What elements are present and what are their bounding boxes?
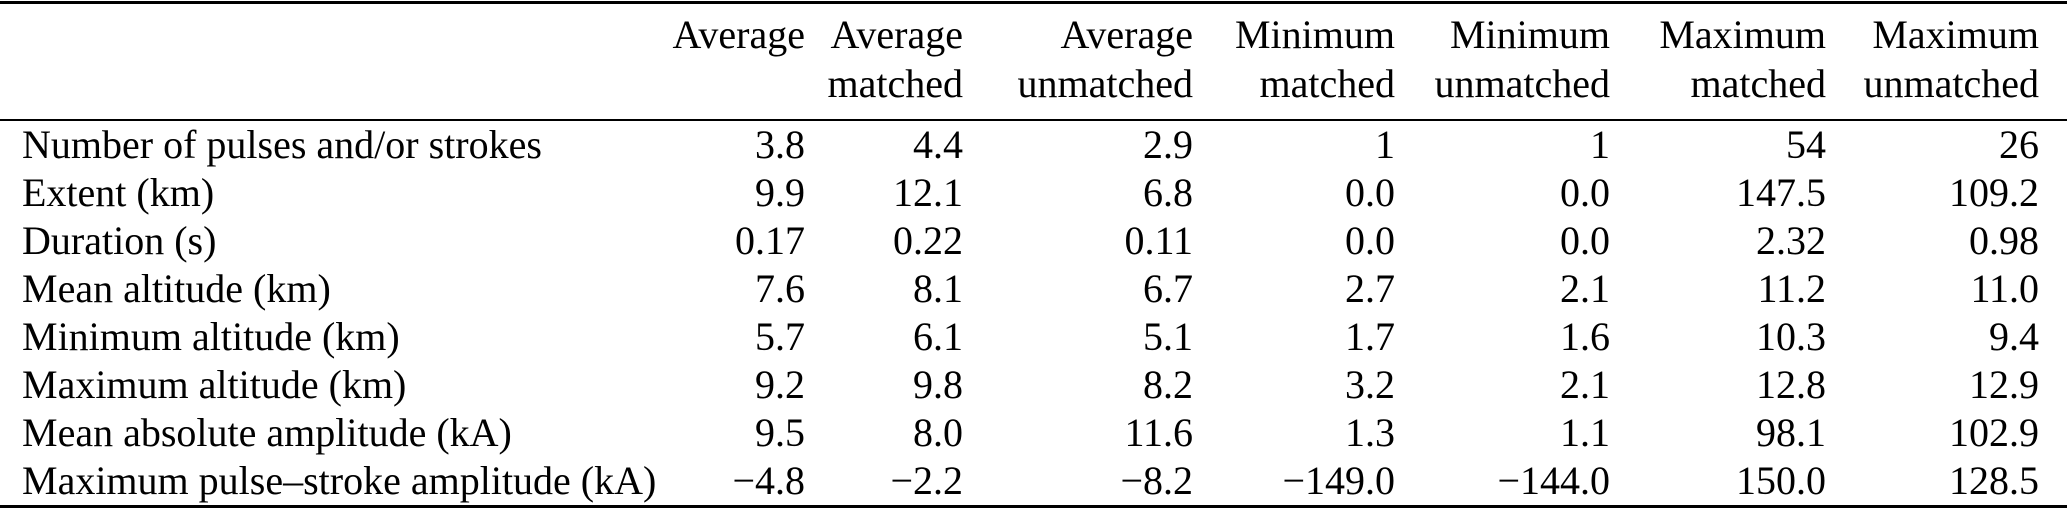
cell-value: 9.5 — [755, 410, 805, 455]
cell-value: 9.2 — [755, 362, 805, 407]
column-header-label: Minimum — [1449, 12, 1610, 57]
cell-value: 2.32 — [1756, 218, 1826, 263]
cell-value: 8.0 — [913, 410, 963, 455]
cell-value: 5.1 — [1143, 314, 1193, 359]
cell-value: 5.7 — [755, 314, 805, 359]
cell-value: 0.98 — [1969, 218, 2039, 263]
cell-value: 0.17 — [735, 218, 805, 263]
cell-value: 7.6 — [755, 266, 805, 311]
column-header-label: Minimum — [1234, 12, 1395, 57]
table-row: Extent (km) 9.9 12.1 6.8 0.0 0.0 147.5 1… — [0, 169, 2067, 217]
cell-value: 0.0 — [1560, 170, 1610, 215]
table-row: Duration (s) 0.17 0.22 0.11 0.0 0.0 2.32… — [0, 217, 2067, 265]
table-row: Minimum altitude (km) 5.7 6.1 5.1 1.7 1.… — [0, 313, 2067, 361]
column-header-label: unmatched — [1017, 61, 1194, 106]
column-header-label: Maximum — [1872, 12, 2039, 57]
column-header-label: Average — [672, 12, 806, 57]
cell-value: 12.9 — [1969, 362, 2039, 407]
table-header: Average Average matched Average unmatche… — [0, 3, 2067, 121]
cell-value: 6.7 — [1143, 266, 1193, 311]
column-header-label: Average — [1060, 12, 1194, 57]
row-label: Mean absolute amplitude (kA) — [22, 410, 512, 455]
cell-value: 98.1 — [1756, 410, 1826, 455]
cell-value: 6.8 — [1143, 170, 1193, 215]
table-row: Maximum pulse–stroke amplitude (kA) −4.8… — [0, 457, 2067, 507]
cell-value: −144.0 — [1497, 458, 1610, 503]
cell-value: 1.3 — [1345, 410, 1395, 455]
header-spacer — [0, 3, 610, 121]
cell-value: 128.5 — [1949, 458, 2039, 503]
row-label: Number of pulses and/or strokes — [22, 122, 542, 167]
column-header-label — [610, 59, 805, 108]
cell-value: 10.3 — [1756, 314, 1826, 359]
cell-value: 54 — [1786, 122, 1826, 167]
cell-value: 1 — [1590, 122, 1610, 167]
cell-value: 1.1 — [1560, 410, 1610, 455]
cell-value: 3.2 — [1345, 362, 1395, 407]
row-label: Extent (km) — [22, 170, 215, 215]
table-row: Number of pulses and/or strokes 3.8 4.4 … — [0, 120, 2067, 169]
cell-value: 102.9 — [1949, 410, 2039, 455]
cell-value: 6.1 — [913, 314, 963, 359]
cell-value: 11.6 — [1124, 410, 1193, 455]
cell-value: 2.9 — [1143, 122, 1193, 167]
column-header-label: Average — [830, 12, 964, 57]
column-header-label: matched — [1690, 61, 1827, 106]
table-body: Number of pulses and/or strokes 3.8 4.4 … — [0, 120, 2067, 507]
cell-value: −8.2 — [1120, 458, 1193, 503]
cell-value: 2.7 — [1345, 266, 1395, 311]
column-header-maximum-unmatched: Maximum unmatched — [1826, 3, 2067, 121]
column-header-label: matched — [1259, 61, 1396, 106]
cell-value: −149.0 — [1282, 458, 1395, 503]
column-header-label: unmatched — [1434, 61, 1611, 106]
cell-value: 0.22 — [893, 218, 963, 263]
cell-value: 3.8 — [755, 122, 805, 167]
cell-value: 26 — [1999, 122, 2039, 167]
column-header-minimum-unmatched: Minimum unmatched — [1395, 3, 1611, 121]
cell-value: 12.8 — [1756, 362, 1826, 407]
cell-value: 0.0 — [1345, 218, 1395, 263]
column-header-average-unmatched: Average unmatched — [963, 3, 1194, 121]
cell-value: −2.2 — [890, 458, 963, 503]
cell-value: 9.8 — [913, 362, 963, 407]
cell-value: 2.1 — [1560, 266, 1610, 311]
cell-value: 0.0 — [1560, 218, 1610, 263]
cell-value: 1.6 — [1560, 314, 1610, 359]
cell-value: 2.1 — [1560, 362, 1610, 407]
cell-value: 11.0 — [1970, 266, 2039, 311]
column-header-minimum-matched: Minimum matched — [1193, 3, 1395, 121]
cell-value: 12.1 — [893, 170, 963, 215]
column-header-label: Maximum — [1659, 12, 1826, 57]
column-header-label: unmatched — [1863, 61, 2040, 106]
cell-value: 9.9 — [755, 170, 805, 215]
table-row: Mean absolute amplitude (kA) 9.5 8.0 11.… — [0, 409, 2067, 457]
cell-value: 150.0 — [1736, 458, 1826, 503]
table-row: Mean altitude (km) 7.6 8.1 6.7 2.7 2.1 1… — [0, 265, 2067, 313]
cell-value: 0.0 — [1345, 170, 1395, 215]
cell-value: −4.8 — [732, 458, 805, 503]
row-label: Maximum altitude (km) — [22, 362, 407, 407]
cell-value: 9.4 — [1989, 314, 2039, 359]
column-header-average-matched: Average matched — [805, 3, 964, 121]
cell-value: 11.2 — [1757, 266, 1826, 311]
cell-value: 4.4 — [913, 122, 963, 167]
cell-value: 8.2 — [1143, 362, 1193, 407]
column-header-average: Average — [610, 3, 806, 121]
cell-value: 8.1 — [913, 266, 963, 311]
cell-value: 1 — [1375, 122, 1395, 167]
row-label: Minimum altitude (km) — [22, 314, 400, 359]
cell-value: 109.2 — [1949, 170, 2039, 215]
cell-value: 1.7 — [1345, 314, 1395, 359]
header-row: Average Average matched Average unmatche… — [0, 3, 2067, 121]
column-header-maximum-matched: Maximum matched — [1610, 3, 1826, 121]
table-row: Maximum altitude (km) 9.2 9.8 8.2 3.2 2.… — [0, 361, 2067, 409]
row-label: Mean altitude (km) — [22, 266, 331, 311]
cell-value: 0.11 — [1124, 218, 1193, 263]
column-header-label: matched — [827, 61, 964, 106]
row-label: Duration (s) — [22, 218, 217, 263]
row-label: Maximum pulse–stroke amplitude (kA) — [22, 458, 657, 503]
cell-value: 147.5 — [1736, 170, 1826, 215]
